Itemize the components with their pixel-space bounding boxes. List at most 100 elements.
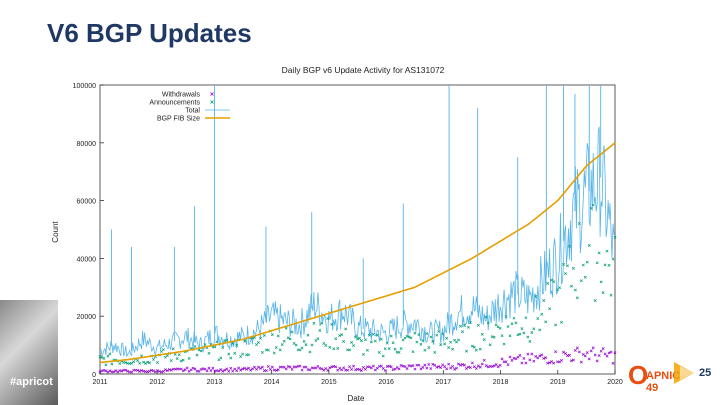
data-point xyxy=(266,364,270,368)
data-point xyxy=(468,366,472,370)
data-point xyxy=(389,334,393,338)
data-point xyxy=(443,365,447,369)
data-point xyxy=(540,353,544,357)
data-point xyxy=(344,327,348,331)
data-point xyxy=(518,353,522,357)
data-point xyxy=(144,361,148,365)
data-point xyxy=(124,361,128,364)
data-point xyxy=(155,361,159,364)
data-point xyxy=(243,366,247,370)
apnic-logo-text: APNIC 49 xyxy=(646,370,681,394)
data-point xyxy=(225,367,229,371)
data-point xyxy=(397,367,401,371)
data-point xyxy=(419,367,423,371)
data-point xyxy=(356,337,359,341)
data-point xyxy=(522,331,526,335)
data-point xyxy=(421,339,425,342)
data-point xyxy=(480,332,484,336)
data-point xyxy=(284,367,288,371)
data-point xyxy=(518,332,522,336)
data-point xyxy=(276,334,280,338)
y-tick-label: 40000 xyxy=(77,256,97,263)
data-point xyxy=(445,336,449,340)
data-point xyxy=(492,335,496,339)
data-point xyxy=(239,355,243,358)
data-point xyxy=(409,336,413,340)
data-point xyxy=(106,354,110,358)
data-point xyxy=(609,350,613,354)
data-point xyxy=(310,343,314,347)
data-point xyxy=(165,354,169,358)
data-point xyxy=(593,299,597,303)
x-tick-label: 2017 xyxy=(436,379,452,386)
data-point xyxy=(377,350,381,354)
data-point xyxy=(534,294,538,298)
data-point xyxy=(599,280,603,284)
data-point xyxy=(500,357,504,361)
data-point xyxy=(423,363,427,367)
data-point xyxy=(260,350,264,354)
data-point xyxy=(607,351,611,355)
data-point xyxy=(203,343,207,347)
data-point xyxy=(409,364,413,368)
data-point xyxy=(466,325,470,329)
data-point xyxy=(320,367,324,371)
data-point xyxy=(544,356,548,360)
data-point xyxy=(552,280,556,284)
data-point xyxy=(591,203,595,207)
data-point xyxy=(560,359,563,362)
data-point xyxy=(403,365,407,369)
data-point xyxy=(579,360,583,364)
data-point xyxy=(393,347,397,351)
total-line xyxy=(99,126,616,357)
data-point xyxy=(363,367,367,371)
x-tick-label: 2013 xyxy=(207,379,223,386)
data-point xyxy=(562,263,565,266)
data-point xyxy=(591,346,595,350)
data-point xyxy=(601,291,605,295)
data-point xyxy=(597,251,601,255)
data-point xyxy=(546,282,550,285)
data-point xyxy=(348,348,352,352)
data-point xyxy=(593,353,597,357)
data-point xyxy=(300,368,304,372)
data-point xyxy=(181,358,185,362)
data-point xyxy=(564,272,567,276)
data-point xyxy=(152,369,155,373)
data-point xyxy=(371,364,375,368)
data-point xyxy=(304,365,308,369)
data-point xyxy=(447,346,451,350)
data-point xyxy=(484,364,488,368)
data-point xyxy=(439,343,443,347)
data-point xyxy=(330,323,334,326)
x-tick-label: 2011 xyxy=(92,379,107,386)
data-point xyxy=(494,363,498,366)
data-point xyxy=(516,333,520,337)
data-point xyxy=(308,350,312,354)
series-total xyxy=(99,85,616,357)
data-point xyxy=(530,331,534,334)
data-point xyxy=(407,335,411,339)
data-point xyxy=(447,362,451,366)
legend-label: Announcements xyxy=(149,100,200,107)
data-point xyxy=(540,312,544,316)
data-point xyxy=(389,365,393,369)
data-point xyxy=(571,266,575,270)
data-point xyxy=(532,359,536,363)
data-point xyxy=(201,367,205,371)
data-point xyxy=(320,321,324,325)
data-point xyxy=(199,349,203,353)
data-point xyxy=(367,365,371,369)
data-point xyxy=(276,368,280,372)
data-point xyxy=(346,368,350,372)
data-point xyxy=(455,340,458,344)
series-bgp-fib-size xyxy=(99,142,616,364)
data-point xyxy=(280,343,284,347)
data-point xyxy=(427,362,431,366)
data-point xyxy=(217,369,221,373)
data-point xyxy=(102,368,106,372)
data-point xyxy=(332,347,336,351)
series-announcements xyxy=(98,203,617,367)
data-point xyxy=(338,334,342,338)
